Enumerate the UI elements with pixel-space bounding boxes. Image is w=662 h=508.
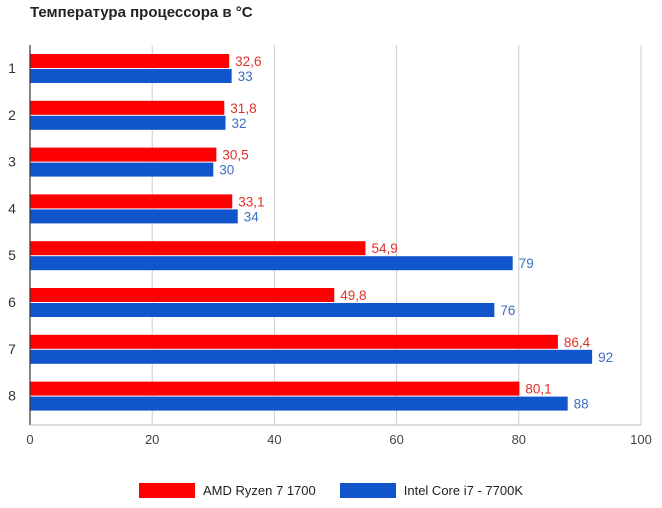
- chart-legend: AMD Ryzen 7 1700 Intel Core i7 - 7700K: [0, 483, 662, 498]
- data-label: 49,8: [340, 288, 366, 303]
- data-label: 79: [519, 256, 534, 271]
- legend-swatch-intel: [339, 483, 396, 498]
- category-label: 8: [8, 388, 16, 404]
- data-label: 80,1: [525, 382, 551, 397]
- legend-item-intel[interactable]: Intel Core i7 - 7700K: [339, 483, 523, 498]
- legend-label-amd: AMD Ryzen 7 1700: [203, 483, 316, 498]
- category-label: 1: [8, 60, 16, 76]
- data-label: 31,8: [230, 101, 256, 116]
- x-tick-label: 60: [389, 432, 403, 447]
- category-label: 3: [8, 154, 16, 170]
- bar-intel: [30, 209, 238, 224]
- category-label: 7: [8, 341, 16, 357]
- bar-amd: [30, 194, 233, 209]
- bar-intel: [30, 303, 495, 317]
- data-label: 32: [232, 116, 247, 131]
- bar-amd: [30, 54, 230, 68]
- data-label: 92: [598, 350, 613, 365]
- data-label: 32,6: [235, 54, 261, 69]
- x-tick-label: 80: [512, 432, 526, 447]
- legend-swatch-amd: [139, 483, 196, 498]
- chart-title: Температура процессора в °C: [30, 4, 253, 21]
- data-label: 76: [500, 303, 515, 318]
- legend-item-amd[interactable]: AMD Ryzen 7 1700: [139, 483, 316, 498]
- bar-amd: [30, 147, 217, 162]
- x-tick-label: 40: [267, 432, 281, 447]
- data-label: 30,5: [222, 148, 248, 163]
- bar-amd: [30, 100, 225, 115]
- bar-amd: [30, 381, 520, 396]
- x-tick-label: 20: [145, 432, 159, 447]
- category-label: 6: [8, 294, 16, 310]
- bar-intel: [30, 69, 232, 83]
- data-label: 30: [219, 163, 234, 178]
- category-label: 2: [8, 107, 16, 123]
- bar-amd: [30, 241, 366, 256]
- data-label: 88: [574, 397, 589, 412]
- data-label: 33,1: [238, 194, 264, 209]
- data-label: 34: [244, 209, 260, 224]
- bar-intel: [30, 162, 214, 177]
- data-label: 86,4: [564, 335, 591, 350]
- x-tick-label: 100: [630, 432, 652, 447]
- bar-amd: [30, 288, 335, 302]
- category-label: 5: [8, 247, 16, 263]
- x-tick-label: 0: [26, 432, 33, 447]
- bar-intel: [30, 115, 226, 130]
- bar-amd: [30, 334, 558, 349]
- data-label: 54,9: [371, 241, 397, 256]
- bar-intel: [30, 396, 568, 411]
- category-label: 4: [8, 200, 16, 216]
- legend-label-intel: Intel Core i7 - 7700K: [403, 483, 523, 498]
- bar-intel: [30, 256, 513, 271]
- data-label: 33: [238, 69, 253, 84]
- bar-intel: [30, 349, 593, 364]
